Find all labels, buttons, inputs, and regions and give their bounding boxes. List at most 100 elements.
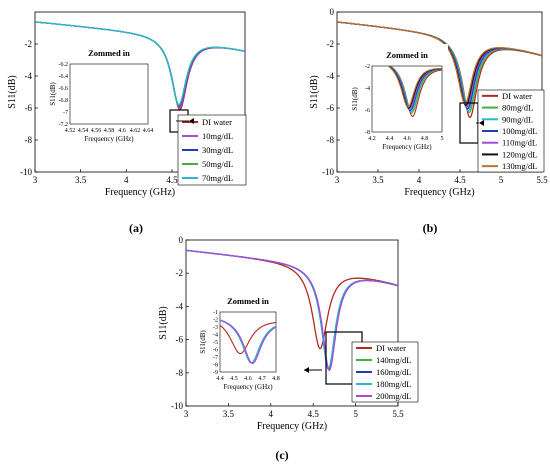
inset-x-tick-label: 4.2 (368, 136, 376, 142)
y-tick-label: -6 (25, 103, 33, 113)
legend-entry: 100mg/dL (502, 126, 537, 136)
legend-entry: 30mg/dL (202, 145, 233, 155)
x-tick-label: 5 (499, 175, 504, 185)
x-tick-label: 4.5 (454, 175, 466, 185)
y-axis-label: S11(dB) (7, 75, 18, 109)
inset-series-line (387, 66, 442, 108)
legend-entry: 140mg/dL (376, 355, 411, 365)
inset-x-tick-label: 4.5 (230, 376, 238, 382)
inset-zoomed-in: Zommed in 4.2 4.4 4.6 4.8 5 -2 -4 -6 -8 Frequency … (346, 44, 448, 154)
inset-y-tick-label: -3 (213, 325, 218, 331)
panel-label: (a) (129, 221, 143, 235)
legend-entry: 10mg/dL (202, 131, 233, 141)
inset-zoomed-in: Zommed in 4.52 4.54 4.56 4.58 4.6 4.62 4.64 -6.2… (44, 0, 154, 146)
inset-x-tick-label: 4.8 (421, 136, 429, 142)
y-tick-label: 0 (179, 235, 184, 245)
inset-y-axis-label: S11(dB) (351, 87, 359, 111)
inset-x-axis-label: Frequency (GHz) (223, 383, 273, 391)
x-tick-label: 3.5 (75, 175, 87, 185)
y-tick-label: -4 (327, 71, 335, 81)
x-tick-label: 5.5 (392, 409, 404, 419)
legend-entry: 200mg/dL (376, 391, 411, 401)
inset-series-line (220, 321, 276, 355)
inset-zoomed-in: Zommed in 4.4 4.5 4.6 4.7 4.8 -1 -2-3 -4-5 -6-7 -8… (194, 290, 282, 394)
inset-y-tick-label: -1 (213, 310, 218, 316)
inset-x-tick-label: 5 (441, 136, 444, 142)
legend-entry: 80mg/dL (502, 103, 533, 113)
inset-y-tick-label: -7 (63, 110, 68, 116)
zoom-arrowhead (479, 120, 484, 126)
y-axis-label: S11(dB) (158, 306, 169, 340)
inset-x-tick-label: 4.6 (118, 128, 126, 134)
x-tick-label: 4.5 (166, 175, 178, 185)
legend-entry: 70mg/dL (202, 173, 233, 183)
legend-entry: DI water (202, 117, 232, 127)
y-tick-label: -6 (176, 335, 184, 345)
inset-x-tick-label: 4.4 (386, 136, 394, 142)
x-axis-label: Frequency (GHz) (404, 187, 474, 198)
inset-x-tick-label: 4.54 (78, 128, 89, 134)
y-tick-label: -2 (176, 268, 184, 278)
x-tick-label: 4 (417, 175, 422, 185)
x-axis-label: Frequency (GHz) (257, 421, 327, 432)
legend-entry: 50mg/dL (202, 159, 233, 169)
y-tick-label: -6 (327, 103, 335, 113)
inset-y-tick-label: -6.8 (59, 98, 69, 104)
legend-entry: 130mg/dL (502, 161, 537, 171)
x-tick-label: 5 (353, 409, 358, 419)
x-tick-label: 4 (269, 409, 274, 419)
x-tick-label: 5.5 (536, 175, 548, 185)
inset-x-tick-label: 4.56 (91, 128, 102, 134)
legend-entry: 90mg/dL (502, 114, 533, 124)
panel-3: 3 3.5 4 4.5 5 5.5 -10 -8 -6 -4 -2 0 Frequency (GHz) S… (158, 235, 419, 462)
x-axis-label: Frequency (GHz) (105, 187, 175, 198)
y-tick-label: 0 (330, 7, 335, 17)
inset-y-tick-label: -7.2 (59, 122, 69, 128)
inset-frame (69, 63, 149, 125)
inset-x-tick-label: 4.8 (272, 376, 280, 382)
inset-x-axis-label: Frequency (GHz) (382, 143, 432, 151)
legend-entry: 120mg/dL (502, 149, 537, 159)
inset-y-tick-label: -6.4 (59, 74, 69, 80)
y-tick-label: -8 (327, 135, 335, 145)
plot-frame (34, 11, 246, 173)
y-tick-label: -10 (171, 401, 183, 411)
inset-y-tick-label: -8 (213, 363, 218, 369)
inset-y-tick-label: -2 (213, 318, 218, 324)
x-tick-label: 3 (184, 409, 189, 419)
panel-2: 3 3.5 4 4.5 5 5.5 -10 -8 -6 -4 -2 0 Frequency (GHz) S… (309, 7, 548, 235)
x-tick-label: 3 (33, 175, 38, 185)
inset-y-tick-label: -2 (365, 64, 370, 70)
inset-x-tick-label: 4.4 (216, 376, 224, 382)
zoom-arrowhead (304, 367, 309, 373)
series-line-200mg-dl (186, 249, 398, 372)
y-tick-label: -2 (25, 39, 33, 49)
x-tick-label: 3.5 (223, 409, 235, 419)
inset-y-tick-label: -6 (365, 108, 370, 114)
x-tick-label: 3 (335, 175, 340, 185)
y-tick-label: -10 (20, 167, 32, 177)
inset-series-line (220, 319, 276, 364)
legend-entry: DI water (502, 91, 532, 101)
inset-title: Zommed in (227, 296, 269, 306)
inset-x-tick-label: 4.6 (244, 376, 252, 382)
inset-y-tick-label: -6.2 (59, 62, 69, 68)
inset-x-tick-label: 4.7 (258, 376, 266, 382)
inset-frame (219, 311, 277, 373)
inset-x-tick-label: 4.58 (104, 128, 115, 134)
inset-y-axis-label: S11(dB) (199, 330, 207, 354)
inset-x-tick-label: 4.62 (130, 128, 141, 134)
series-line-130mg-dl (337, 21, 542, 105)
inset-y-tick-label: -9 (213, 370, 218, 376)
inset-title: Zommed in (88, 48, 130, 58)
inset-series-line (70, 0, 148, 43)
inset-y-tick-label: -8 (365, 130, 370, 136)
y-tick-label: -2 (327, 39, 335, 49)
legend-entry: 180mg/dL (376, 379, 411, 389)
y-tick-label: -4 (25, 71, 33, 81)
series-line-70mg-dl (35, 21, 245, 106)
inset-y-tick-label: -6 (213, 348, 218, 354)
y-tick-label: -8 (176, 368, 184, 378)
